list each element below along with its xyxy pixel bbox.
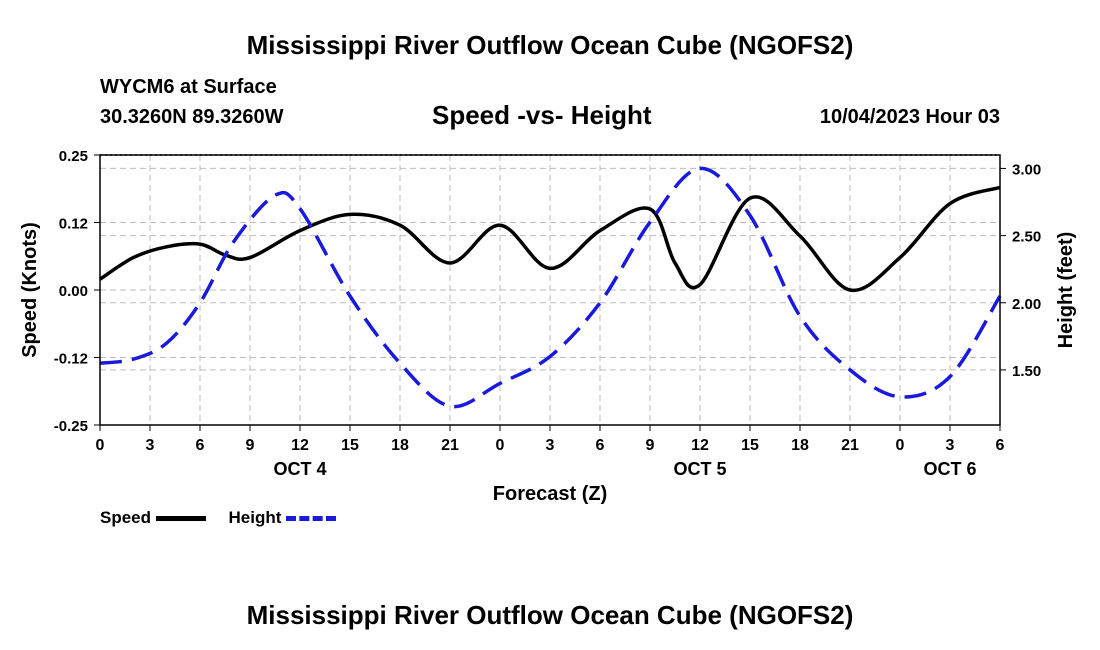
day-label: OCT 4 — [273, 459, 326, 479]
y2-tick-label: 1.50 — [1012, 363, 1041, 380]
y2-tick-label: 2.50 — [1012, 229, 1041, 246]
legend-speed-swatch — [156, 516, 206, 521]
y-axis-label: Speed (Knots) — [19, 222, 41, 358]
x-tick-label: 9 — [246, 437, 255, 454]
x-axis-label: Forecast (Z) — [493, 483, 607, 505]
y2-tick-label: 2.00 — [1012, 296, 1041, 313]
speed-height-chart: 0 3 6 9 12 15 18 21 0 3 6 9 12 15 18 21 0 3 6 OCT 4 OCT 5 OCT… — [0, 0, 1100, 560]
x-tick-label: 18 — [391, 437, 409, 454]
axis-ticks: 0 3 6 9 12 15 18 21 0 3 6 9 12 15 18 21 0 3 6 OCT 4 OCT 5 OCT… — [54, 148, 1041, 479]
x-tick-label: 21 — [441, 437, 459, 454]
legend-height-swatch — [286, 516, 336, 521]
x-tick-label: 9 — [646, 437, 655, 454]
x-tick-label: 12 — [291, 437, 309, 454]
legend-height-label: Height — [229, 508, 282, 527]
y-tick-label: -0.25 — [54, 418, 88, 435]
x-tick-label: 21 — [841, 437, 859, 454]
x-tick-label: 15 — [341, 437, 359, 454]
y-tick-label: 0.12 — [59, 216, 88, 233]
x-tick-label: 6 — [196, 437, 205, 454]
x-tick-label: 15 — [741, 437, 759, 454]
x-tick-label: 18 — [791, 437, 809, 454]
x-tick-label: 3 — [546, 437, 555, 454]
x-tick-label: 0 — [96, 437, 105, 454]
x-tick-label: 0 — [496, 437, 505, 454]
legend-speed-label: Speed — [100, 508, 151, 527]
legend: Speed Height — [100, 508, 336, 528]
grid-lines — [100, 155, 1000, 425]
footer-title: Mississippi River Outflow Ocean Cube (NG… — [0, 600, 1100, 631]
x-tick-label: 6 — [596, 437, 605, 454]
x-tick-label: 3 — [946, 437, 955, 454]
y-tick-label: 0.25 — [59, 148, 88, 165]
y2-tick-label: 3.00 — [1012, 161, 1041, 178]
day-label: OCT 6 — [923, 459, 976, 479]
x-tick-label: 0 — [896, 437, 905, 454]
y-tick-label: 0.00 — [59, 283, 88, 300]
y-tick-label: -0.12 — [54, 351, 88, 368]
y2-axis-label: Height (feet) — [1055, 232, 1077, 349]
x-tick-label: 3 — [146, 437, 155, 454]
day-label: OCT 5 — [673, 459, 726, 479]
x-tick-label: 6 — [996, 437, 1005, 454]
x-tick-label: 12 — [691, 437, 709, 454]
